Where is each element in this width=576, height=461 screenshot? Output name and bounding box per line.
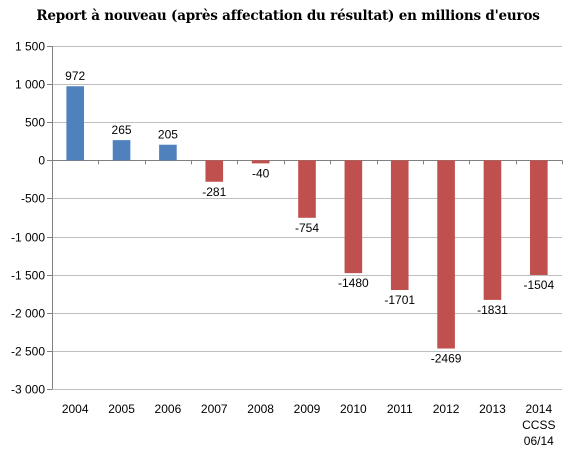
x-tick-sublabel: 06/14 — [524, 434, 554, 448]
x-tick-label: 2011 — [387, 402, 413, 416]
y-tick-label: -1 000 — [11, 231, 45, 245]
y-tick-label: -3 000 — [11, 383, 45, 397]
data-label: -1504 — [523, 278, 554, 292]
data-label: -1701 — [384, 293, 415, 307]
data-label: -1480 — [338, 276, 369, 290]
bar — [66, 86, 84, 161]
bar — [530, 160, 548, 275]
x-tick-label: 2010 — [340, 402, 367, 416]
y-tick-label: 1 500 — [15, 40, 45, 54]
y-tick-label: -500 — [21, 192, 45, 206]
data-label: -754 — [295, 221, 319, 235]
x-tick-label: 2004 — [62, 402, 89, 416]
x-tick-label: 2008 — [247, 402, 274, 416]
y-tick-label: 0 — [38, 154, 45, 168]
x-tick-label: 2012 — [433, 402, 460, 416]
x-tick-label: 2014 — [525, 402, 552, 416]
x-tick-label: 2009 — [294, 402, 321, 416]
chart-title: Report à nouveau (après affectation du r… — [36, 8, 540, 24]
bar — [483, 160, 502, 300]
data-label: -2469 — [431, 352, 462, 366]
y-tick-label: 500 — [25, 116, 45, 130]
data-label: -1831 — [477, 303, 508, 317]
bar — [159, 144, 177, 161]
x-tick-sublabel: CCSS — [522, 418, 555, 432]
bar — [251, 160, 270, 164]
y-tick-label: -2 500 — [11, 345, 45, 359]
y-tick-label: -2 000 — [11, 307, 45, 321]
bar — [344, 160, 363, 274]
x-tick-label: 2007 — [201, 402, 228, 416]
y-tick-label: 1 000 — [15, 78, 45, 92]
x-tick-label: 2005 — [108, 402, 135, 416]
bar — [390, 160, 409, 290]
data-label: 972 — [65, 69, 85, 83]
x-tick-label: 2013 — [479, 402, 506, 416]
data-label: -40 — [252, 166, 270, 180]
data-label: -281 — [202, 185, 226, 199]
data-label: 205 — [158, 128, 178, 142]
bar — [437, 160, 455, 349]
bar — [112, 140, 131, 161]
y-tick-label: -1 500 — [11, 269, 45, 283]
bar — [298, 160, 316, 218]
data-label: 265 — [112, 123, 132, 137]
bar — [205, 160, 224, 182]
x-tick-label: 2006 — [155, 402, 182, 416]
